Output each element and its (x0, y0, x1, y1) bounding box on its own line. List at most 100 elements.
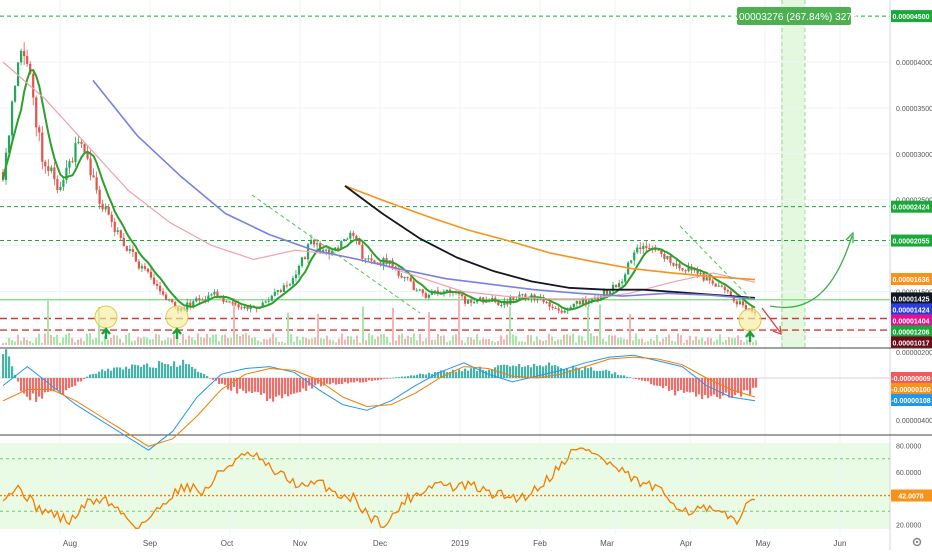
candle-body (32, 73, 35, 98)
price-badge-bg (891, 383, 932, 395)
macd-hist-bar (752, 378, 755, 388)
volume-bar (491, 341, 493, 345)
candle-body (282, 285, 285, 292)
volume-bar (380, 334, 382, 345)
volume-bar (428, 312, 430, 345)
candle-body (110, 214, 113, 222)
candle-body (466, 300, 470, 304)
candle-body (319, 243, 322, 252)
candle-body (702, 273, 705, 281)
volume-bar (272, 333, 274, 345)
macd-hist-bar (515, 366, 518, 378)
candle-body (174, 302, 177, 308)
macd-hist-bar (269, 378, 272, 399)
macd-hist-bar (176, 366, 179, 378)
candle-body (663, 253, 666, 259)
macd-hist-bar (74, 378, 77, 386)
macd-hist-bar (686, 378, 689, 392)
macd-hist-bar (125, 366, 128, 378)
candle-body (59, 186, 62, 191)
volume-bar (44, 333, 46, 345)
price-badge: 0.00001017 (891, 336, 932, 349)
volume-bar (488, 338, 490, 345)
volume-bar (242, 334, 244, 345)
candle-body (557, 308, 560, 311)
volume-bar (368, 333, 370, 345)
volume-bar (689, 335, 691, 345)
candle-body (270, 295, 273, 301)
macd-signal-line (2, 356, 756, 447)
price-badge-text: 0.00001404 (893, 318, 930, 325)
candle-body (427, 294, 430, 298)
candle-body (7, 135, 11, 153)
volume-bar (590, 333, 592, 345)
volume-bar (350, 336, 352, 345)
macd-hist-bar (539, 365, 542, 378)
candle-body (693, 269, 696, 271)
candle-body (171, 299, 174, 303)
volume-bar (707, 337, 709, 345)
volume-bar (65, 334, 67, 345)
volume-bar (608, 335, 610, 345)
buy-arrow-0 (101, 327, 111, 339)
macd-hist-bar (626, 376, 629, 378)
settings-gear-icon[interactable] (912, 537, 922, 547)
volume-bar (278, 341, 280, 345)
volume-bar (482, 338, 484, 345)
macd-hist-bar (455, 371, 458, 378)
macd-hist-bar (59, 378, 62, 393)
volume-bar (95, 337, 97, 345)
price-badge: 0.00004500 (891, 10, 932, 23)
candle-body (463, 296, 467, 304)
volume-bar (263, 338, 265, 345)
volume-bar (425, 338, 427, 345)
volume-bar (332, 340, 334, 345)
candle-body (152, 277, 156, 284)
candle-body (669, 255, 672, 263)
macd-hist-bar (251, 378, 254, 394)
macd-hist-bar (641, 378, 644, 381)
candle-body (705, 277, 708, 281)
candle-body (119, 230, 122, 238)
macd-hist-bar (719, 378, 722, 399)
candle-body (300, 257, 304, 266)
volume-bar (311, 338, 313, 345)
volume-bar (191, 337, 193, 345)
price-badge-bg (891, 314, 932, 327)
price-badge: 0.00001206 (891, 325, 932, 338)
volume-bar (110, 337, 112, 345)
price-tick-label: 0.00003500 (896, 106, 932, 113)
volume-bar (230, 337, 232, 345)
candle-body (409, 277, 412, 282)
candle-body (240, 307, 243, 309)
candle-body (633, 252, 636, 261)
candle-body (735, 301, 738, 305)
volume-bar (338, 338, 340, 345)
volume-bar (740, 340, 742, 345)
candle-body (195, 298, 198, 302)
volume-bar (218, 341, 220, 345)
candle-body (273, 291, 276, 296)
volume-bar (569, 335, 571, 345)
candle-body (23, 50, 26, 57)
candle-body (204, 299, 207, 301)
candle-body (563, 310, 566, 313)
candle-body (642, 245, 645, 250)
macd-hist-bar (656, 378, 659, 386)
macd-hist-bar (557, 366, 560, 378)
volume-bar (275, 337, 277, 345)
candle-body (50, 167, 53, 172)
bottom-marker-circle-2 (738, 308, 762, 332)
volume-bar (35, 337, 37, 345)
macd-hist-bar (131, 364, 134, 378)
macd-hist-bar (518, 364, 521, 378)
macd-hist-bar (386, 378, 389, 379)
macd-hist-bar (275, 378, 278, 397)
candle-body (482, 297, 485, 303)
candle-body (684, 270, 687, 272)
volume-bar (542, 340, 544, 345)
macd-hist-bar (173, 361, 176, 378)
candle-body (560, 310, 563, 313)
volume-bar (254, 337, 256, 345)
